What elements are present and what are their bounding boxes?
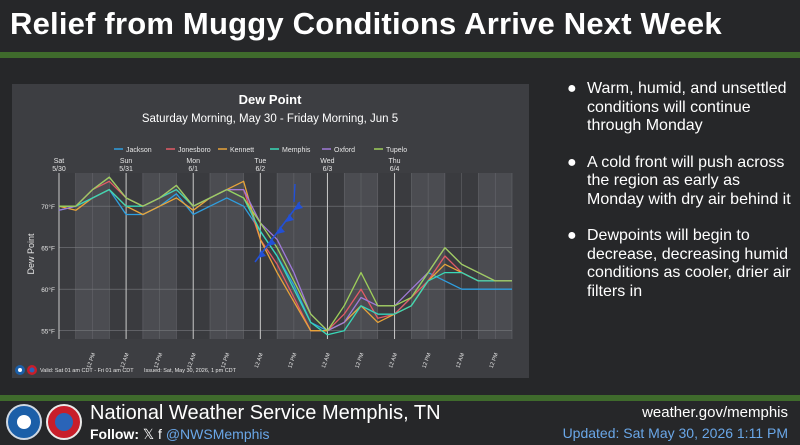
front-pip [286,214,294,222]
x-tick-label-midday: 12 PM [489,352,500,369]
bullet-item: ● A cold front will push across the regio… [565,154,795,210]
day-label: Thu [389,158,401,165]
series-line-kennett [58,180,512,332]
chart-panel: Dew Point Saturday Morning, May 30 - Fri… [12,84,529,378]
social-icons[interactable]: 𝕏 f [142,426,162,442]
x-tick-label-midday: 12 PM [220,352,231,369]
x-tick-label-midday: 12 PM [355,352,366,369]
legend-label: Jonesboro [178,147,211,154]
date-label: 5/31 [119,166,133,173]
x-tick-label-midday: 12 PM [287,352,298,369]
legend-label: Oxford [334,147,355,154]
chart-subtitle: Saturday Morning, May 30 - Friday Mornin… [142,113,398,125]
chart-grid [58,173,513,339]
x-tick-label-midnight: 12 AM [120,352,131,369]
bullet-dot-icon: ● [567,80,577,97]
nws-logo-small [27,365,37,375]
bullet-list: ● Warm, humid, and unsettled conditions w… [565,80,795,319]
y-tick-label: 60°F [41,286,55,294]
x-tick-label-midday: 12 PM [422,352,433,369]
chart-axes: 55°F60°F65°F70°FSat5/30Sun5/31Mon6/1Tue6… [41,158,500,369]
series-lines [58,176,512,336]
x-tick-label-midnight: 12 AM [254,352,265,369]
legend-label: Tupelo [386,147,407,154]
front-pip [258,250,266,258]
day-label: Tue [254,158,266,165]
bullet-dot-icon: ● [567,227,577,244]
cold-front-arrow [254,183,303,263]
valid-text: Valid: Sat 01 am CDT - Fri 01 am CDT [40,368,134,374]
front-pip [277,226,285,234]
date-label: 6/3 [323,166,333,173]
bottom-divider [0,395,800,401]
day-label: Wed [320,158,334,165]
updated-timestamp: Updated: Sat May 30, 2026 1:11 PM [562,425,788,441]
day-label: Sat [54,158,65,165]
x-tick-label-midnight: 12 AM [321,352,332,369]
y-axis-label: Dew Point [26,233,36,275]
date-label: 6/4 [390,166,400,173]
day-label: Sun [120,158,133,165]
bullet-text: Dewpoints will begin to decrease, decrea… [587,227,791,300]
front-pip [268,238,276,246]
noaa-logo [6,404,42,440]
night-band [59,173,76,339]
x-tick-label-midday: 12 PM [153,352,164,369]
day-label: Mon [186,158,200,165]
x-tick-label-midnight: 12 AM [455,352,466,369]
issued-text: Issued: Sat, May 30, 2026, 1 pm CDT [144,368,237,374]
bullet-item: ● Warm, humid, and unsettled conditions w… [565,80,795,136]
legend-label: Kennett [230,147,254,154]
noaa-logo-small [15,365,25,375]
front-pip [295,202,303,210]
date-label: 5/30 [52,166,66,173]
nws-logo [46,404,82,440]
website-link[interactable]: weather.gov/memphis [642,404,788,421]
chart-legend: Jackson Jonesboro Kennett Memphis Oxford Tupe… [114,147,407,154]
bullet-item: ● Dewpoints will begin to decrease, decre… [565,227,795,301]
bullet-text: A cold front will push across the region… [587,153,791,208]
y-tick-label: 55°F [41,328,55,336]
date-label: 6/2 [255,166,265,173]
page-title: Relief from Muggy Conditions Arrive Next… [10,6,722,41]
dew-point-chart: Dew Point Saturday Morning, May 30 - Fri… [15,92,513,375]
x-tick-label-midday: 12 PM [86,352,97,369]
footer-org: National Weather Service Memphis, TN [90,402,441,424]
social-handle-link[interactable]: @NWSMemphis [165,426,270,442]
follow-label: Follow: [90,426,139,442]
x-tick-label-midnight: 12 AM [388,352,399,369]
legend-label: Jackson [126,147,152,154]
bullet-dot-icon: ● [567,153,577,171]
y-tick-label: 70°F [41,203,55,211]
date-label: 6/1 [188,166,198,173]
series-line-memphis [59,188,512,336]
bullet-text: Warm, humid, and unsettled conditions wi… [587,80,787,134]
front-stem [293,183,296,203]
legend-label: Memphis [282,147,311,154]
chart-title: Dew Point [239,92,303,107]
follow-row: Follow: 𝕏 f @NWSMemphis [90,426,270,443]
series-line-tupelo [59,176,512,332]
y-tick-label: 65°F [41,245,55,253]
x-tick-label-midnight: 12 AM [187,352,198,369]
top-divider [0,52,800,58]
